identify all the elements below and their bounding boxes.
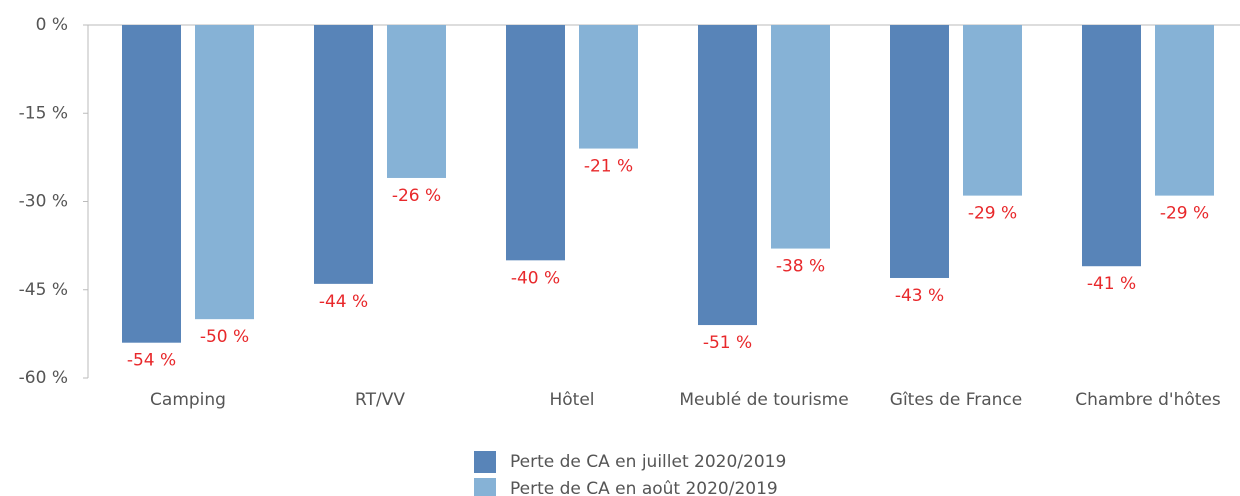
bar — [890, 25, 949, 278]
bar — [1155, 25, 1214, 196]
value-label: -38 % — [776, 257, 825, 277]
y-tick-label: 0 % — [36, 15, 68, 35]
x-tick-label: Hôtel — [549, 390, 594, 410]
value-label: -29 % — [1160, 204, 1209, 224]
value-label: -43 % — [895, 286, 944, 306]
x-tick-label: Meublé de tourisme — [679, 390, 848, 410]
y-tick-label: -45 % — [19, 280, 68, 300]
bar — [698, 25, 757, 326]
y-tick-label: -60 % — [19, 368, 68, 388]
value-label: -54 % — [127, 351, 176, 371]
value-label: -40 % — [511, 268, 560, 288]
value-label: -26 % — [392, 186, 441, 206]
bar — [122, 25, 181, 343]
y-tick-label: -30 % — [19, 192, 68, 212]
value-label: -51 % — [703, 333, 752, 353]
value-label: -50 % — [200, 327, 249, 347]
value-label: -21 % — [584, 157, 633, 177]
bar — [387, 25, 446, 178]
bar — [1082, 25, 1141, 267]
value-label: -29 % — [968, 204, 1017, 224]
value-label: -44 % — [319, 292, 368, 312]
bar — [579, 25, 638, 149]
x-tick-label: Camping — [150, 390, 226, 410]
value-label: -41 % — [1087, 274, 1136, 294]
x-tick-label: Gîtes de France — [890, 390, 1022, 410]
bar — [771, 25, 830, 249]
x-tick-label: RT/VV — [355, 390, 405, 410]
legend-label: Perte de CA en août 2020/2019 — [510, 479, 778, 496]
legend-label: Perte de CA en juillet 2020/2019 — [510, 452, 786, 472]
y-tick-label: -15 % — [19, 103, 68, 123]
x-tick-label: Chambre d'hôtes — [1075, 390, 1221, 410]
bar — [195, 25, 254, 320]
bar — [963, 25, 1022, 196]
legend-swatch — [474, 478, 496, 496]
bar — [506, 25, 565, 261]
bar — [314, 25, 373, 284]
legend-swatch — [474, 451, 496, 473]
